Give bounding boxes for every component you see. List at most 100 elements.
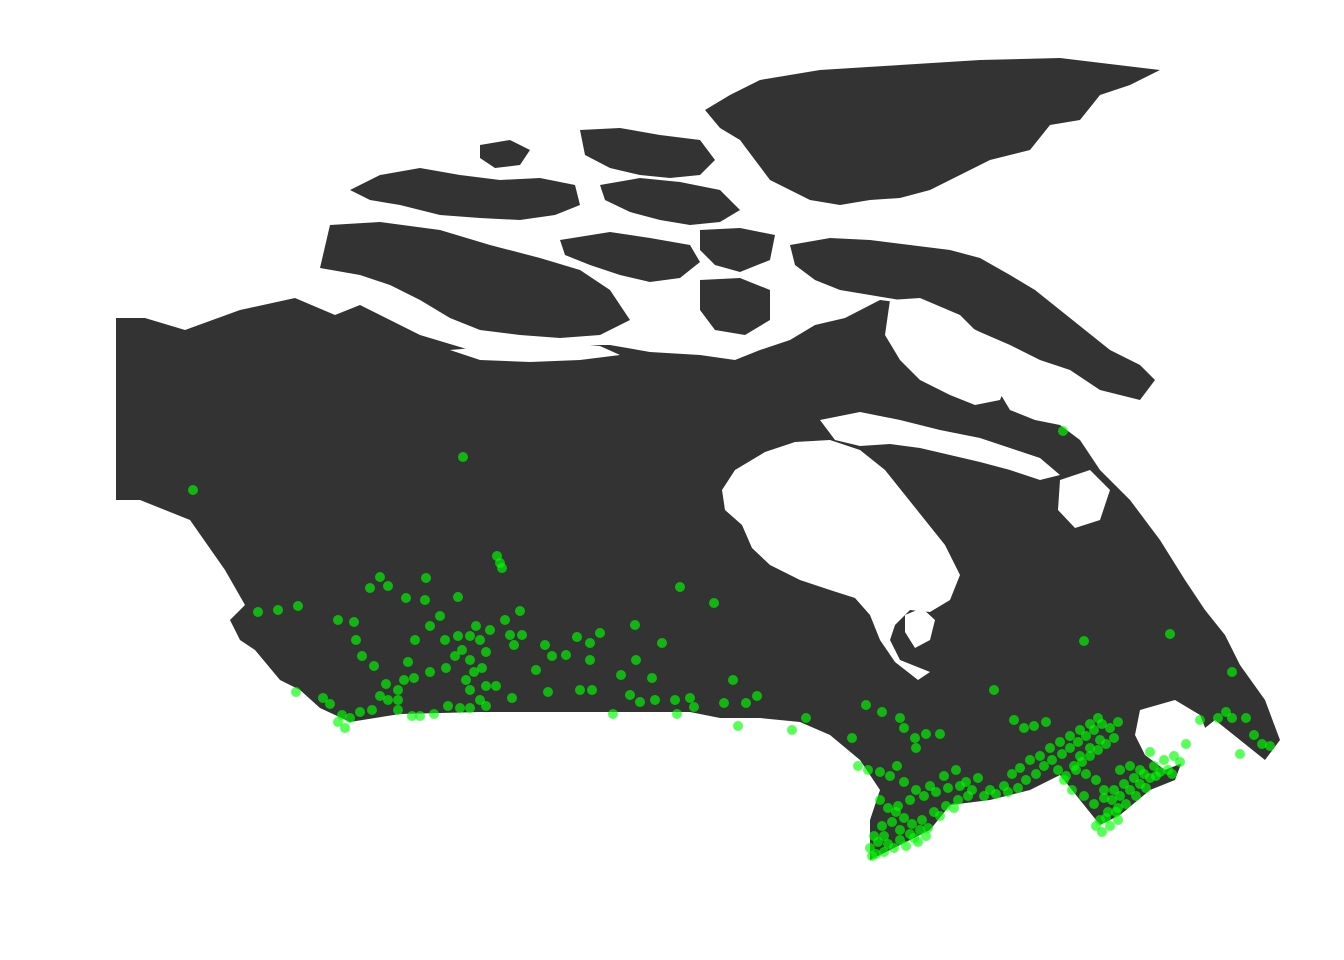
map-point bbox=[1025, 755, 1035, 765]
map-point bbox=[1145, 747, 1155, 757]
map-point bbox=[787, 725, 797, 735]
map-point bbox=[1175, 757, 1185, 767]
map-point bbox=[415, 711, 425, 721]
map-point bbox=[505, 630, 515, 640]
map-point bbox=[1111, 807, 1121, 817]
water-layer bbox=[450, 298, 1210, 770]
map-point bbox=[188, 485, 198, 495]
map-point bbox=[861, 700, 871, 710]
map-point bbox=[1058, 426, 1068, 436]
map-point bbox=[465, 703, 475, 713]
map-point bbox=[973, 773, 983, 783]
map-point bbox=[877, 707, 887, 717]
map-point bbox=[955, 781, 965, 791]
amundsen-channel bbox=[450, 342, 620, 362]
map-point bbox=[1057, 749, 1067, 759]
arctic-island bbox=[580, 128, 715, 178]
map-point bbox=[1241, 713, 1251, 723]
map-point bbox=[630, 620, 640, 630]
map-point bbox=[1227, 667, 1237, 677]
map-point bbox=[923, 823, 933, 833]
map-point bbox=[1139, 769, 1149, 779]
map-point bbox=[515, 606, 525, 616]
hudson-bay bbox=[722, 440, 960, 680]
map-point bbox=[953, 795, 963, 805]
map-point bbox=[1035, 751, 1045, 761]
map-point bbox=[1221, 707, 1231, 717]
map-point bbox=[1013, 783, 1023, 793]
map-point bbox=[481, 647, 491, 657]
map-point bbox=[885, 771, 895, 781]
map-point bbox=[441, 663, 451, 673]
map-point bbox=[318, 693, 328, 703]
map-point bbox=[910, 733, 920, 743]
map-point bbox=[455, 703, 465, 713]
map-point bbox=[375, 691, 385, 701]
map-point bbox=[905, 795, 915, 805]
map-point bbox=[1165, 629, 1175, 639]
map-point bbox=[847, 733, 857, 743]
map-point bbox=[672, 709, 682, 719]
map-point bbox=[491, 681, 501, 691]
map-point bbox=[895, 825, 905, 835]
map-point bbox=[650, 695, 660, 705]
map-point bbox=[465, 685, 475, 695]
map-point bbox=[425, 621, 435, 631]
hudson-strait bbox=[820, 412, 1060, 480]
map-point bbox=[443, 701, 453, 711]
map-point bbox=[1003, 787, 1013, 797]
map-point bbox=[1053, 765, 1063, 775]
map-point bbox=[1163, 765, 1173, 775]
map-point bbox=[1085, 743, 1095, 753]
map-point bbox=[458, 452, 468, 462]
map-point bbox=[689, 702, 699, 712]
map-point bbox=[921, 831, 931, 841]
map-point bbox=[1079, 636, 1089, 646]
map-point bbox=[469, 667, 479, 677]
map-point bbox=[500, 615, 510, 625]
map-point bbox=[543, 687, 553, 697]
map-point bbox=[465, 655, 475, 665]
arctic-island bbox=[835, 315, 900, 370]
map-point bbox=[333, 717, 343, 727]
map-point bbox=[1039, 761, 1049, 771]
map-point bbox=[892, 761, 902, 771]
map-point bbox=[440, 635, 450, 645]
map-point bbox=[1089, 725, 1099, 735]
map-point bbox=[733, 721, 743, 731]
map-point bbox=[1129, 773, 1139, 783]
map-point bbox=[1109, 785, 1119, 795]
map-point bbox=[1149, 761, 1159, 771]
map-point bbox=[1065, 731, 1075, 741]
map-point bbox=[895, 713, 905, 723]
map-point bbox=[1141, 783, 1151, 793]
map-point bbox=[1055, 737, 1065, 747]
map-point bbox=[853, 761, 863, 771]
points-layer bbox=[188, 426, 1275, 861]
mainland bbox=[116, 298, 1280, 860]
arctic-island bbox=[600, 178, 740, 225]
map-point bbox=[867, 851, 877, 861]
map-point bbox=[585, 655, 595, 665]
map-point bbox=[931, 787, 941, 797]
ungava-bay bbox=[1058, 470, 1110, 528]
map-point bbox=[989, 685, 999, 695]
map-point bbox=[1109, 733, 1119, 743]
map-point bbox=[471, 621, 481, 631]
map-point bbox=[497, 563, 507, 573]
map-point bbox=[801, 713, 811, 723]
map-point bbox=[1045, 743, 1055, 753]
map-point bbox=[911, 743, 921, 753]
map-point bbox=[1015, 763, 1025, 773]
map-point bbox=[1031, 769, 1041, 779]
map-point bbox=[481, 701, 491, 711]
map-point bbox=[709, 598, 719, 608]
map-point bbox=[517, 630, 527, 640]
map-point bbox=[457, 645, 467, 655]
map-point bbox=[1021, 775, 1031, 785]
map-point bbox=[1121, 799, 1131, 809]
map-point bbox=[477, 663, 487, 673]
map-point bbox=[1181, 739, 1191, 749]
map-point bbox=[291, 687, 301, 697]
